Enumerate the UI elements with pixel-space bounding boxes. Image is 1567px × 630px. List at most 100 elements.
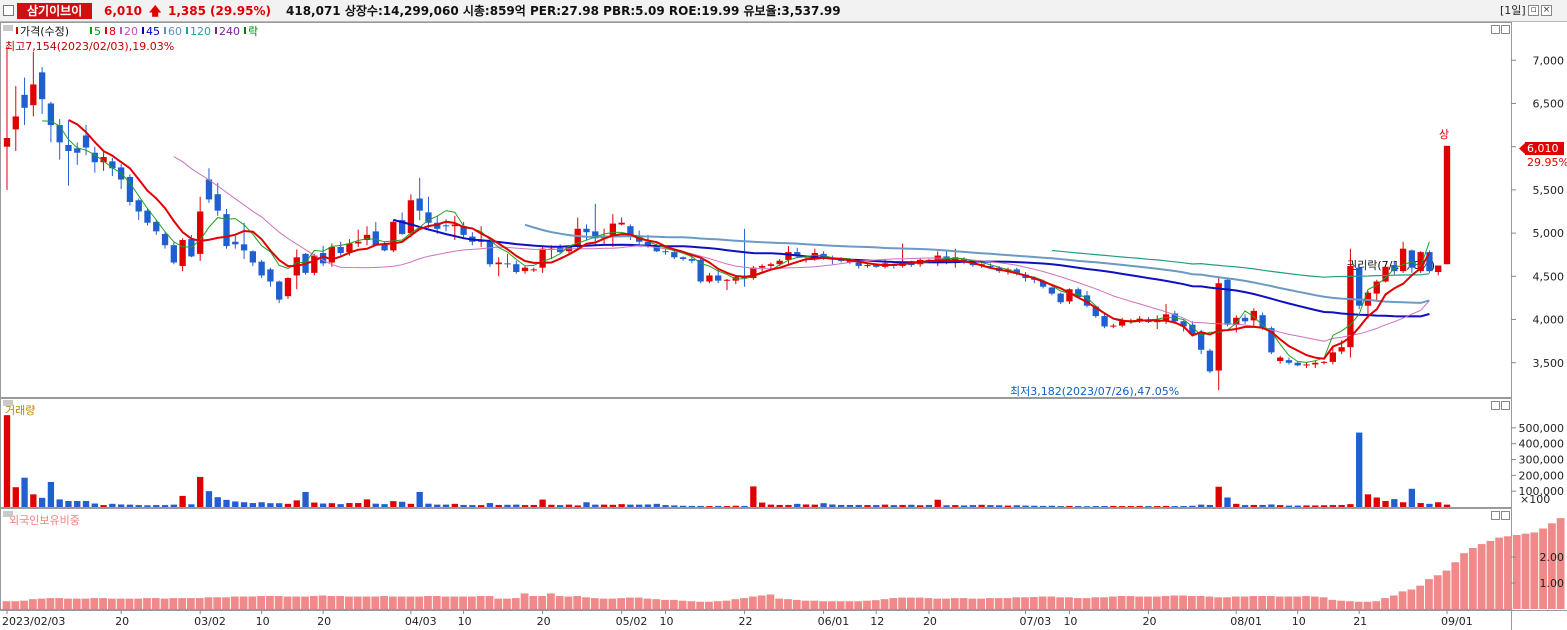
foreign-ratio-bar (792, 599, 801, 609)
foreign-ratio-bar (1047, 596, 1056, 609)
volume-bar (521, 505, 529, 507)
volume-bar (416, 491, 423, 507)
foreign-ratio-bar (1029, 597, 1038, 609)
price-change: 1,385 (168, 4, 206, 18)
foreign-ratio-bar (1389, 595, 1398, 609)
volume-bar (750, 486, 757, 507)
price-legend: 가격(수정) 5 8 20 45 60 120 240 락 (3, 25, 258, 38)
legend-marker-2 (105, 27, 107, 34)
candle-body (873, 265, 880, 267)
volume-bar (592, 504, 599, 507)
volume-bar (802, 504, 810, 507)
foreign-ratio-bar (266, 596, 274, 609)
candle-body (1312, 362, 1319, 365)
volume-bar (1356, 432, 1363, 507)
volume-bar (644, 504, 652, 507)
foreign-ratio-bar (257, 596, 266, 609)
foreign-ratio-bar (1258, 596, 1266, 609)
volume-bar (917, 505, 924, 507)
volume-bar (1162, 505, 1170, 507)
volume-bar (109, 503, 116, 507)
foreign-panel-close-icon[interactable] (1501, 511, 1510, 520)
volume-series (3, 415, 1451, 507)
x-tick-label: 20 (1142, 615, 1156, 628)
foreign-ratio-bar (863, 600, 871, 609)
foreign-ratio-bar (169, 598, 178, 609)
volume-bar (1004, 505, 1012, 507)
foreign-panel-restore-icon[interactable] (1491, 511, 1500, 520)
price-tick-label: 7,000 (1533, 54, 1565, 67)
candle-body (706, 275, 713, 282)
foreign-ratio-bar (64, 598, 72, 609)
candle-body (451, 224, 458, 227)
volume-bar (390, 501, 397, 507)
foreign-ratio-bar (450, 596, 459, 609)
stock-name[interactable]: 삼기이브이 (17, 3, 93, 19)
foreign-ratio-bar (1556, 518, 1565, 609)
candle-body (328, 246, 336, 263)
foreign-ratio-bar (441, 596, 450, 609)
x-tick-label: 03/02 (194, 615, 226, 628)
volume-bar (1039, 505, 1047, 507)
foreign-ratio-bar (1117, 596, 1126, 609)
close-icon[interactable]: × (1541, 5, 1552, 16)
volume-panel-controls[interactable] (1491, 401, 1510, 410)
volume-bar (697, 505, 704, 507)
high-annotation: 최고7,154(2023/02/03),19.03% (5, 40, 174, 53)
candle-body (232, 241, 239, 245)
volume-bar (161, 505, 169, 507)
foreign-ratio-bar (20, 600, 28, 609)
candle-body (671, 252, 678, 258)
foreign-ratio-bar (1512, 534, 1521, 609)
price-tick-label: 5,500 (1533, 184, 1565, 197)
foreign-ratio-bar (810, 600, 819, 609)
volume-bar (583, 502, 590, 507)
candle-body (688, 259, 696, 261)
volume-bar (662, 505, 669, 507)
checkbox-icon[interactable] (3, 5, 14, 16)
foreign-ratio-bar (968, 598, 977, 609)
volume-bar (1382, 500, 1389, 507)
foreign-ratio-bar (1460, 553, 1468, 609)
foreign-panel-controls[interactable] (1491, 511, 1510, 520)
legend-item-0: 가격(수정) (20, 25, 69, 38)
volume-bar (223, 499, 230, 507)
foreign-ratio-bar (801, 600, 810, 609)
candle-body (495, 262, 502, 265)
candle-body (583, 228, 590, 233)
foreign-ratio-bar (757, 595, 766, 609)
candle-body (1408, 250, 1416, 268)
foreign-ratio-bar (1477, 544, 1486, 609)
price-panel-controls[interactable] (1491, 25, 1510, 34)
volume-bar (1136, 505, 1143, 507)
panel-restore-icon[interactable] (1491, 25, 1500, 34)
foreign-ratio-bar (195, 598, 204, 609)
volume-bar (846, 504, 854, 507)
volume-bar (925, 504, 933, 507)
volume-bar (600, 504, 608, 507)
volume-bar (284, 503, 292, 507)
candle-body (1189, 324, 1196, 335)
restore-icon[interactable]: ▫ (1528, 5, 1539, 16)
foreign-ratio-bar (1302, 596, 1310, 609)
panel-close-icon[interactable] (1501, 25, 1510, 34)
volume-bar (899, 504, 906, 507)
legend-item-7: 240 (219, 25, 240, 38)
volume-bar (1277, 505, 1284, 507)
foreign-ratio-bar (11, 601, 20, 609)
foreign-ratio-bar (309, 596, 318, 609)
candle-body (627, 226, 634, 237)
volume-bar (820, 503, 827, 507)
period-selector[interactable]: [1일] (1500, 4, 1526, 17)
volume-panel-restore-icon[interactable] (1491, 401, 1500, 410)
candle-body (416, 198, 423, 211)
volume-bar (1233, 503, 1240, 507)
candle-body (697, 259, 704, 282)
volume-bar (1268, 504, 1275, 507)
volume-panel-close-icon[interactable] (1501, 401, 1510, 410)
candle-body (65, 144, 72, 151)
foreign-ratio-bar (1468, 547, 1477, 609)
foreign-ratio-bar (1521, 533, 1530, 609)
stock-info-summary: 418,071 상장수:14,299,060 시총:859억 PER:27.98… (286, 4, 841, 18)
volume-bar (328, 503, 336, 507)
